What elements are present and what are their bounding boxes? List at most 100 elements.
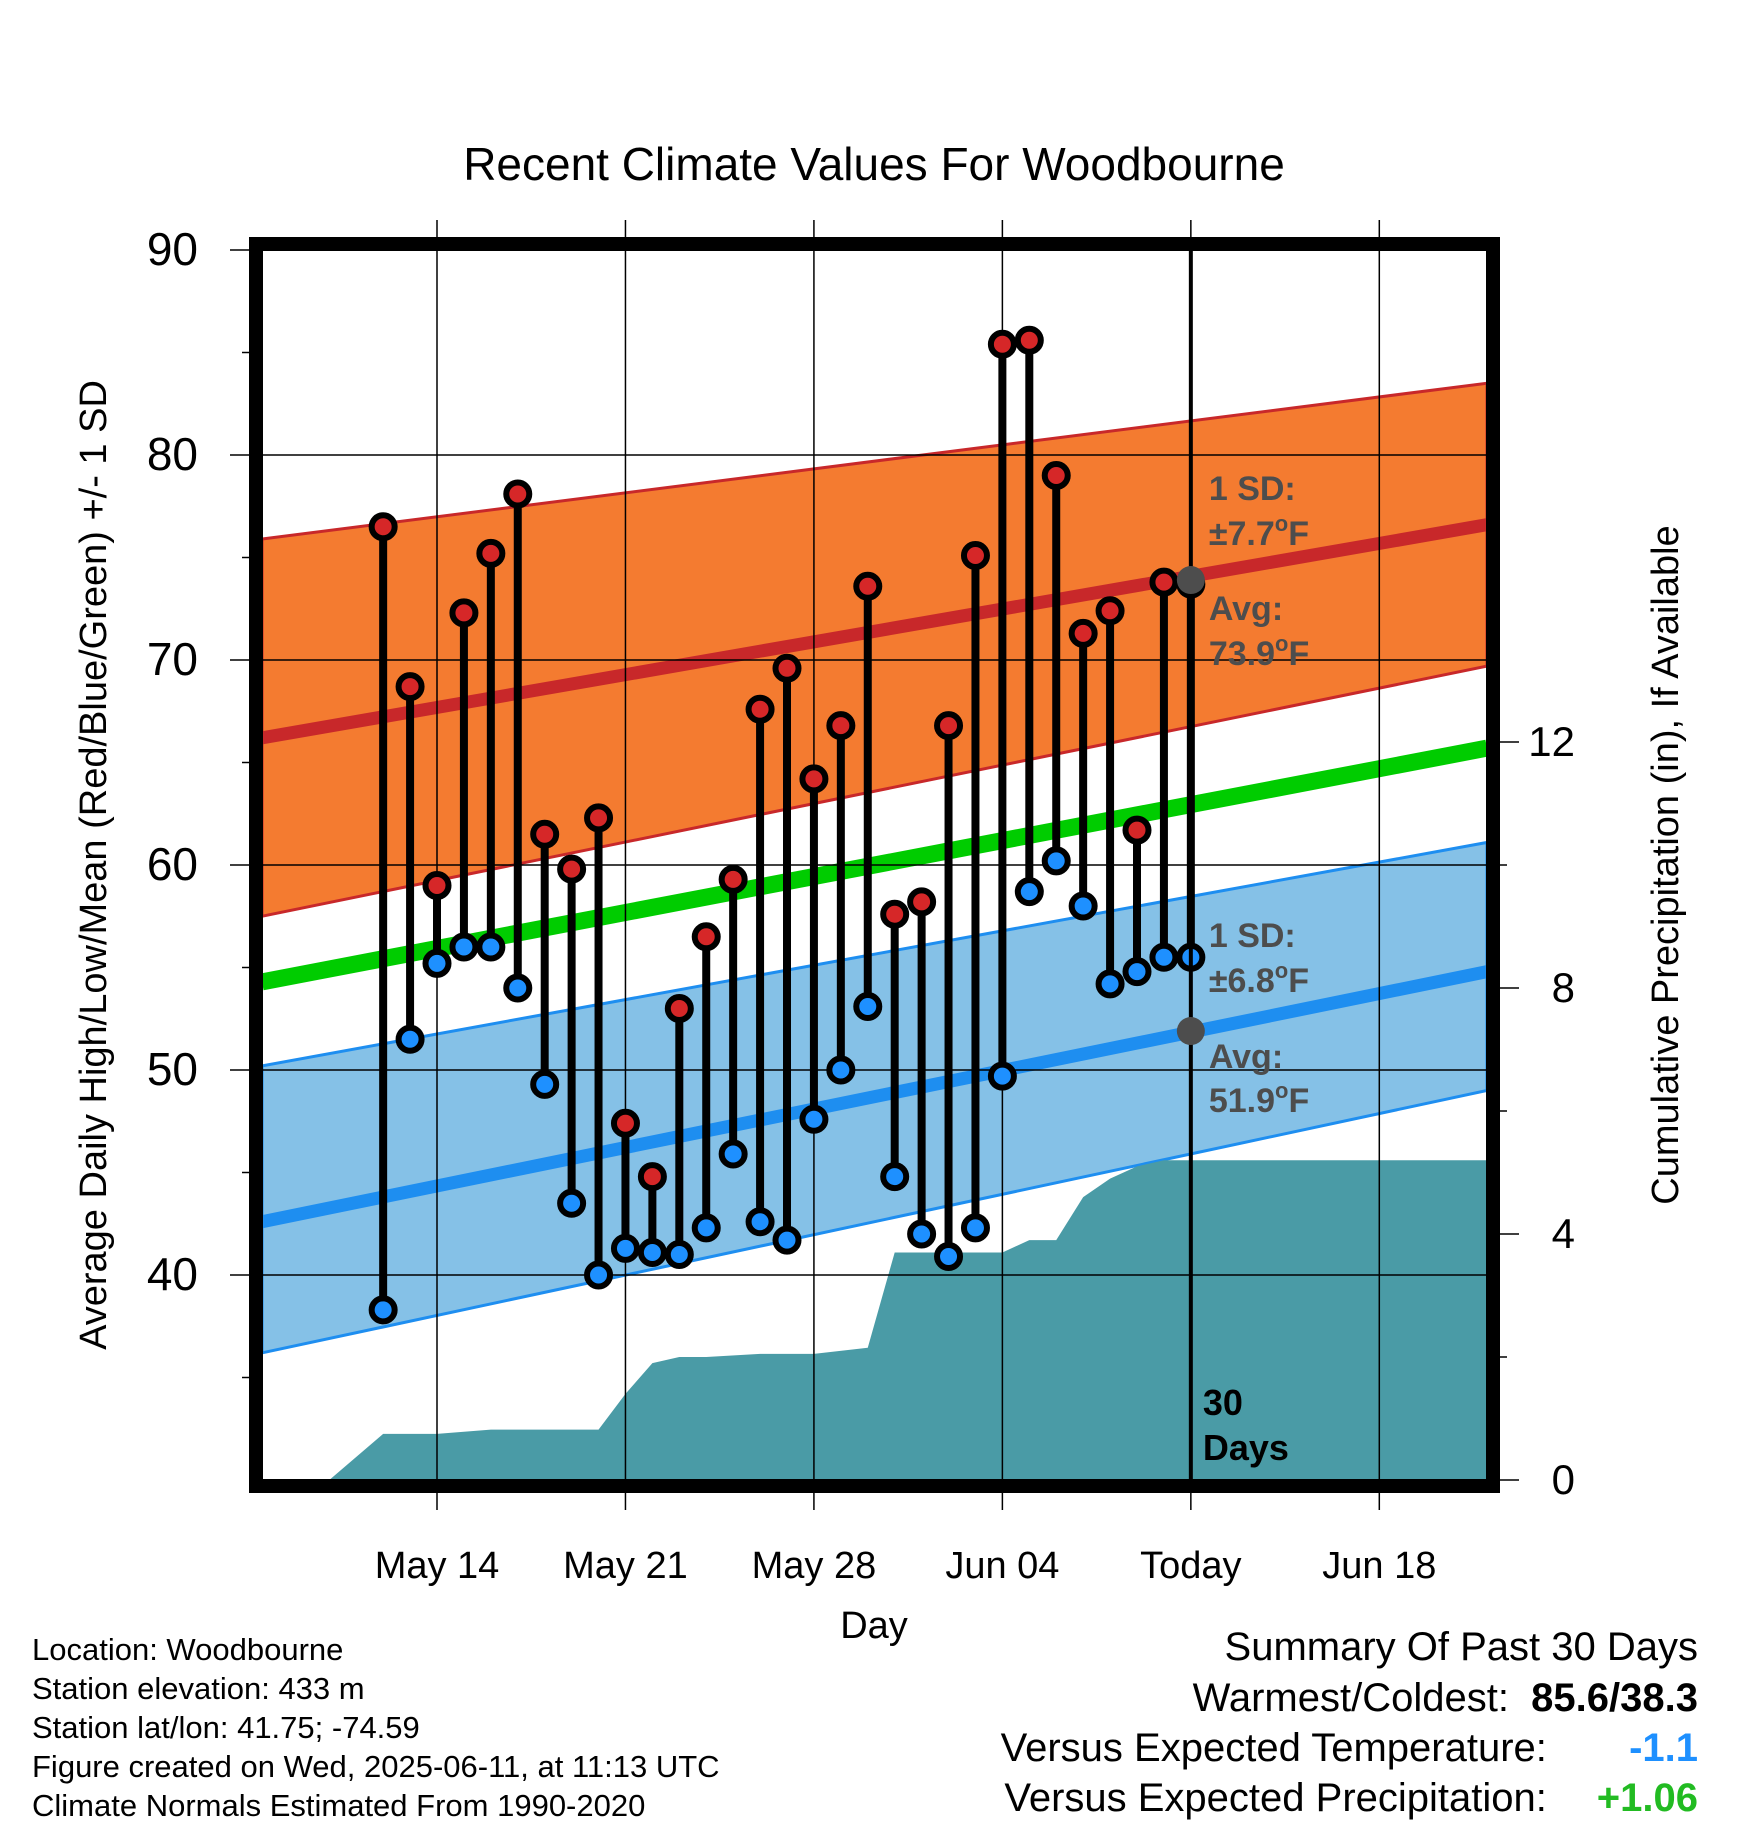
low-point <box>691 1213 721 1243</box>
low-point <box>799 1104 829 1134</box>
low-point <box>718 1139 748 1169</box>
low-point <box>745 1207 775 1237</box>
summary-temp-value: -1.1 <box>1629 1726 1698 1770</box>
low-avg-label: Avg: <box>1209 1038 1283 1076</box>
low-sd-value: ±6.8oF <box>1209 958 1309 1000</box>
degree-symbol: o <box>1275 958 1288 983</box>
low-point <box>934 1242 964 1272</box>
avg-low-line <box>262 965 1487 1229</box>
temp-unit: F <box>1288 515 1309 553</box>
summary-precip-value: +1.06 <box>1596 1776 1698 1820</box>
low-point <box>368 1295 398 1325</box>
high-point <box>1068 618 1098 648</box>
summary-warm-cold-label: Warmest/Coldest: <box>1192 1676 1509 1720</box>
high-point <box>503 479 533 509</box>
low-point <box>880 1162 910 1192</box>
y2-tick-label: 0 <box>1552 1456 1575 1503</box>
low-point <box>422 948 452 978</box>
high-point <box>745 694 775 724</box>
y2-tick-label: 8 <box>1552 964 1575 1011</box>
low-point <box>907 1219 937 1249</box>
y-tick-label: 50 <box>147 1043 198 1095</box>
y2-tick-label: 12 <box>1528 718 1575 765</box>
x-tick-label: May 14 <box>375 1545 500 1587</box>
low-point <box>1095 969 1125 999</box>
high-point <box>934 711 964 741</box>
x-tick-label: Jun 18 <box>1322 1545 1436 1587</box>
high-point <box>799 764 829 794</box>
low-point <box>1014 877 1044 907</box>
high-point <box>557 854 587 884</box>
high-point <box>1095 596 1125 626</box>
summary-precip: Versus Expected Precipitation: +1.06 <box>1004 1778 1698 1818</box>
high-sd-band <box>262 381 1487 918</box>
summary-temp-label: Versus Expected Temperature: <box>1000 1726 1547 1770</box>
high-point <box>422 871 452 900</box>
meta-location: Location: Woodbourne <box>32 1632 344 1667</box>
y2-axis-label: Cumulative Precipitation (in), If Availa… <box>1645 525 1687 1204</box>
high-avg-value: 73.9oF <box>1209 631 1309 673</box>
low-point <box>772 1225 802 1255</box>
high-point <box>987 329 1017 359</box>
low-point <box>476 932 506 962</box>
low-avg-value: 51.9oF <box>1209 1078 1309 1120</box>
high-point <box>718 864 748 894</box>
low-point <box>449 932 479 962</box>
low-point <box>530 1069 560 1099</box>
low-point <box>1149 942 1179 972</box>
meta-normals: Climate Normals Estimated From 1990-2020 <box>32 1788 646 1823</box>
low-sd-label: 1 SD: <box>1209 917 1296 955</box>
temp-unit: F <box>1288 1082 1309 1120</box>
meta-created: Figure created on Wed, 2025-06-11, at 11… <box>32 1749 720 1784</box>
degree-symbol: o <box>1275 511 1288 536</box>
high-point <box>826 711 856 741</box>
y-tick-label: 70 <box>147 633 198 685</box>
summary-title: Summary Of Past 30 Days <box>1224 1625 1698 1669</box>
x-axis-label: Day <box>840 1605 908 1647</box>
high-point <box>1041 461 1071 490</box>
low-point <box>610 1233 640 1263</box>
high-point <box>1149 567 1179 597</box>
precip-area <box>329 1160 1487 1480</box>
meta-elevation: Station elevation: 433 m <box>32 1671 365 1706</box>
degree-symbol: o <box>1275 1078 1288 1103</box>
high-point <box>691 922 721 952</box>
high-sd-label: 1 SD: <box>1209 470 1296 508</box>
y-tick-label: 90 <box>147 223 198 275</box>
today-avg-low-marker <box>1176 1017 1205 1046</box>
low-point <box>557 1188 587 1218</box>
high-point <box>530 819 560 849</box>
high-sd-value: ±7.7oF <box>1209 511 1309 553</box>
y2-tick-label: 4 <box>1552 1210 1575 1257</box>
low-point <box>664 1240 694 1269</box>
window-unit: Days <box>1203 1427 1289 1468</box>
low-point <box>1041 846 1071 876</box>
high-point <box>449 598 479 628</box>
window-count: 30 <box>1203 1382 1243 1423</box>
low-point <box>584 1260 614 1290</box>
high-point <box>960 540 990 570</box>
low-point <box>637 1237 667 1267</box>
y-tick-label: 40 <box>147 1248 198 1300</box>
high-point <box>1014 325 1044 355</box>
high-point <box>610 1108 640 1138</box>
summary-precip-label: Versus Expected Precipitation: <box>1004 1776 1547 1820</box>
y-tick-label: 60 <box>147 838 198 890</box>
high-point <box>907 887 937 917</box>
high-point <box>853 571 883 601</box>
today-avg-high-marker <box>1176 566 1205 595</box>
low-point <box>1068 891 1098 921</box>
low-point <box>503 973 533 1003</box>
high-point <box>395 672 425 702</box>
low-point <box>1122 957 1152 987</box>
low-point <box>987 1061 1017 1091</box>
x-tick-label: Jun 04 <box>945 1545 1059 1587</box>
low-point <box>826 1055 856 1085</box>
low-point <box>960 1213 990 1243</box>
summary-temp: Versus Expected Temperature: -1.1 <box>1001 1728 1698 1768</box>
low-point <box>853 991 883 1021</box>
plot-inner <box>262 250 1487 1480</box>
high-point <box>772 653 802 683</box>
high-point <box>637 1162 667 1192</box>
